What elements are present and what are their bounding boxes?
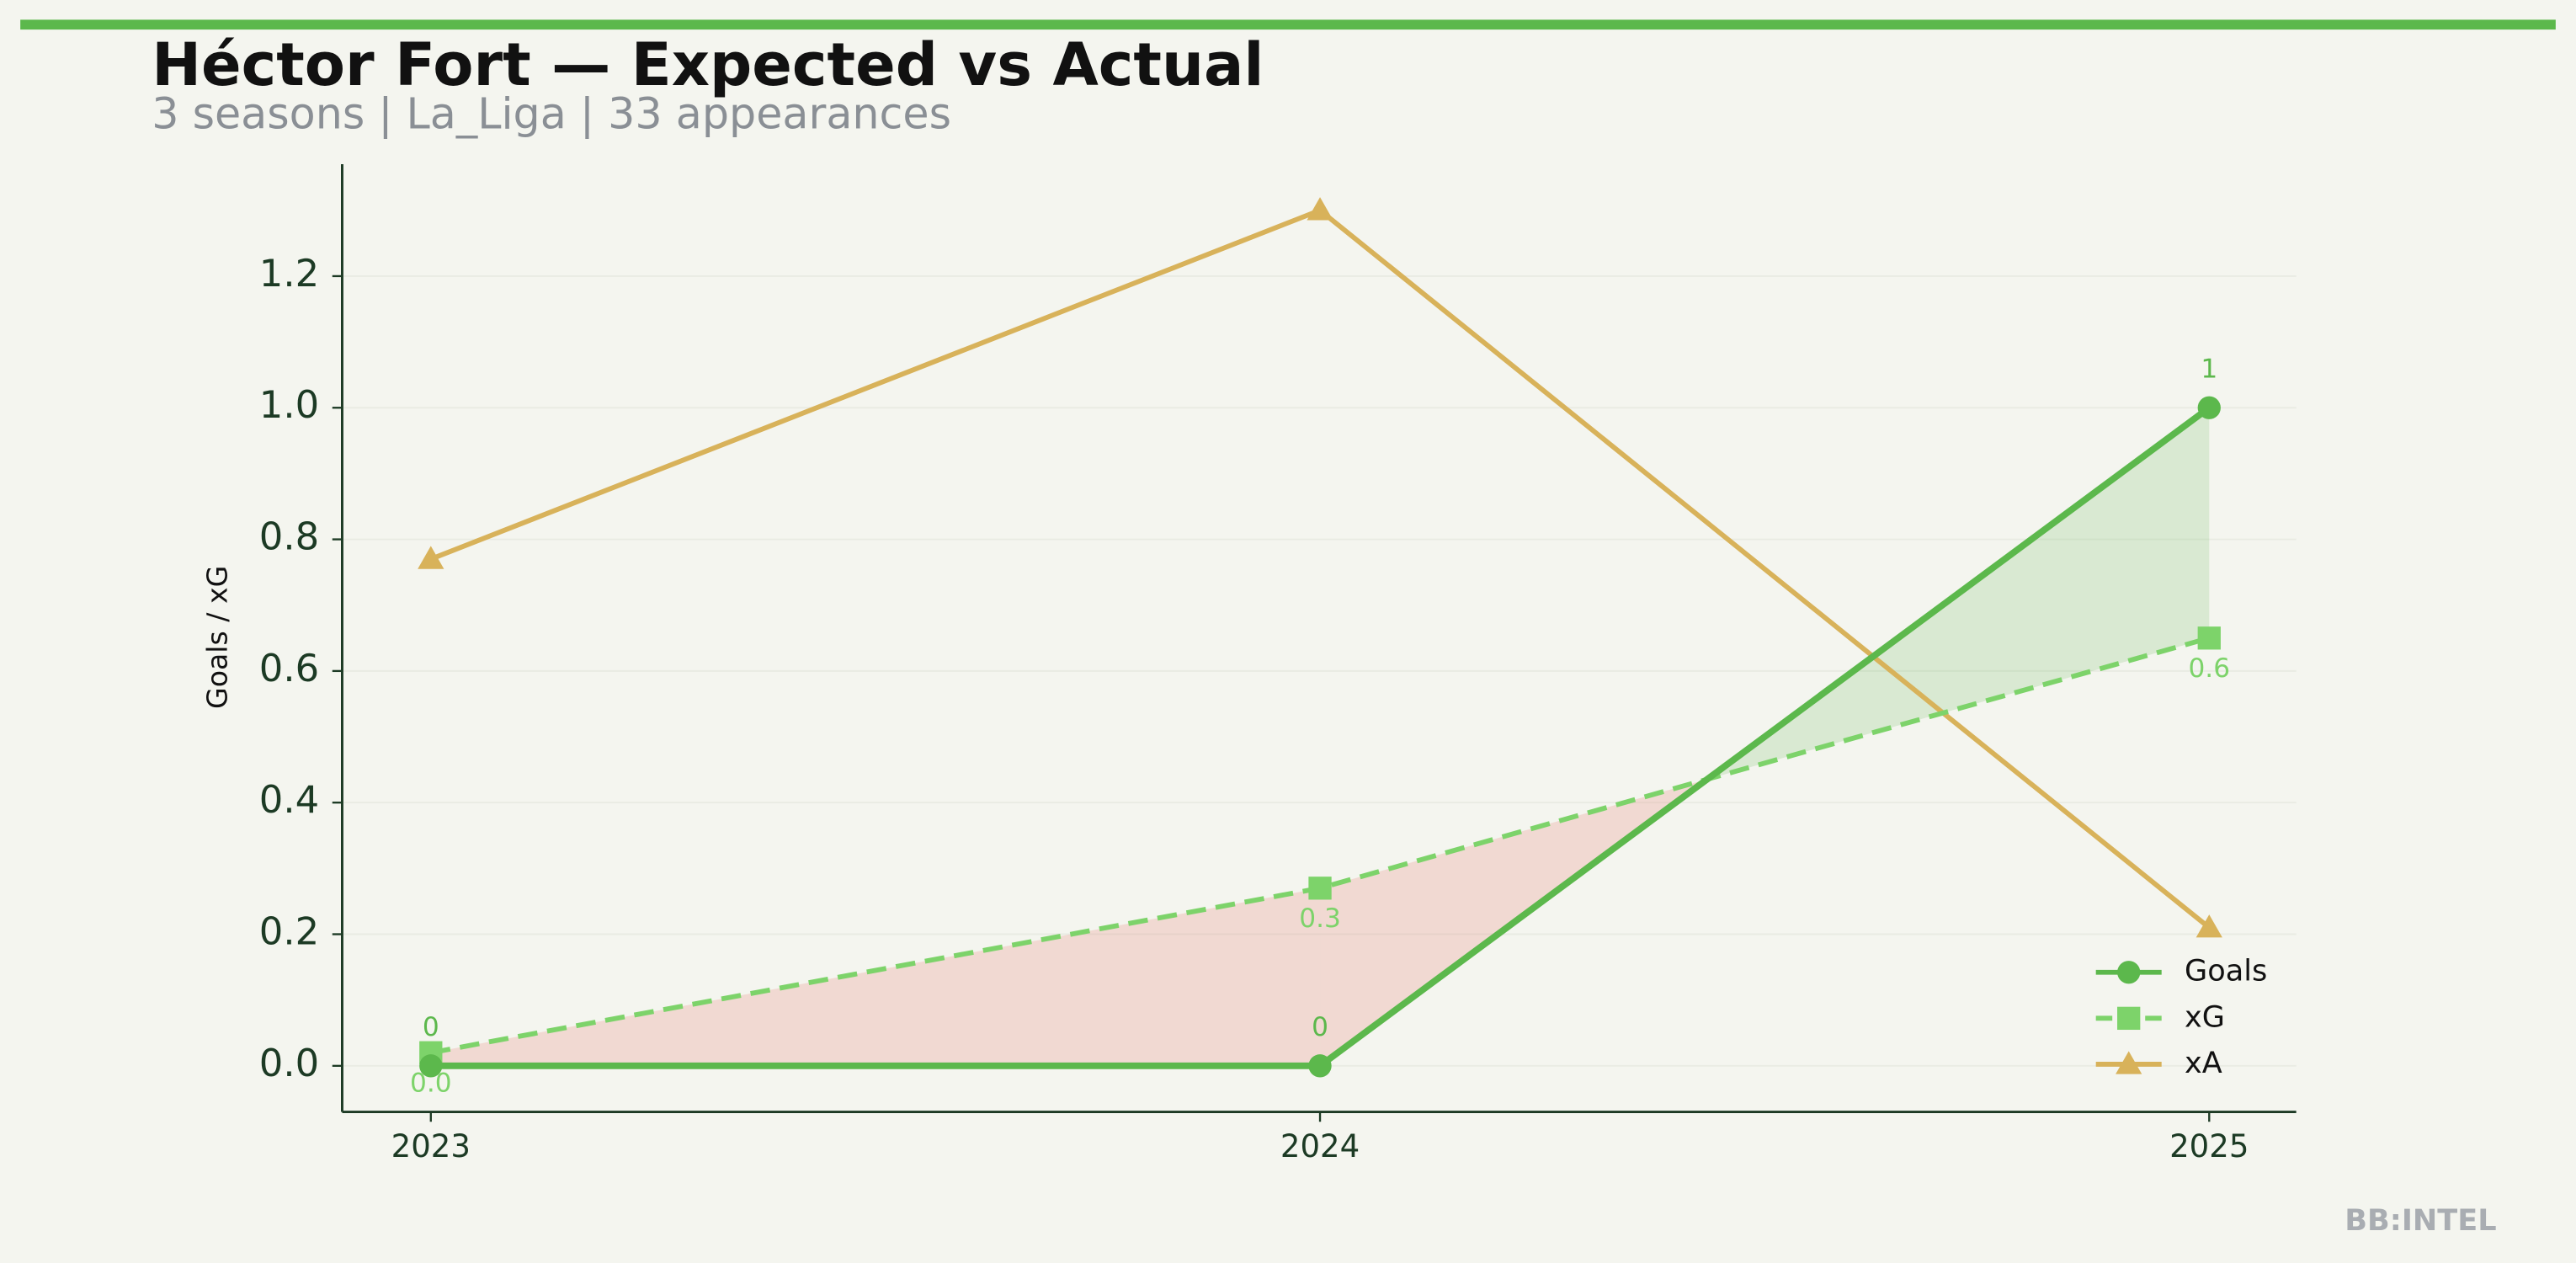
y-tick-label: 1.0: [259, 382, 319, 427]
legend-marker: [2117, 1006, 2141, 1031]
x-tick-label: 2024: [1280, 1128, 1360, 1164]
fill-below: [430, 887, 1321, 1066]
x-tick-label: 2025: [2169, 1128, 2249, 1164]
point: [2197, 396, 2221, 419]
top-bar: [20, 19, 2556, 30]
legend-marker: [2117, 961, 2141, 984]
y-tick-label: 0.6: [259, 646, 319, 690]
point: [2195, 914, 2222, 938]
legend-label: Goals: [2185, 954, 2267, 989]
chart-subtitle: 3 seasons | La_Liga | 33 appearances: [152, 88, 951, 139]
y-tick-label: 1.2: [259, 251, 319, 296]
data-label: 1: [2201, 354, 2217, 384]
y-tick-label: 0.4: [259, 777, 319, 822]
y-tick-label: 0.0: [259, 1041, 319, 1085]
legend-label: xA: [2185, 1046, 2222, 1080]
watermark: BB:INTEL: [2344, 1203, 2496, 1238]
x-tick-label: 2023: [391, 1128, 471, 1164]
data-label: 0: [1312, 1012, 1328, 1042]
point: [1308, 1054, 1332, 1078]
point: [1307, 197, 1333, 221]
point: [1308, 877, 1332, 900]
legend-marker: [2116, 1051, 2142, 1074]
data-label: 0.6: [2188, 653, 2230, 684]
y-axis-label: Goals / xG: [201, 566, 234, 709]
chart-title: Héctor Fort — Expected vs Actual: [152, 30, 1264, 99]
y-tick-label: 0.2: [259, 909, 319, 954]
point: [419, 1054, 443, 1078]
y-tick-label: 0.8: [259, 514, 319, 559]
point: [2197, 626, 2221, 650]
point: [418, 546, 444, 569]
data-label: 0.3: [1299, 903, 1341, 934]
legend-label: xG: [2185, 999, 2225, 1034]
data-label: 0: [423, 1012, 439, 1042]
